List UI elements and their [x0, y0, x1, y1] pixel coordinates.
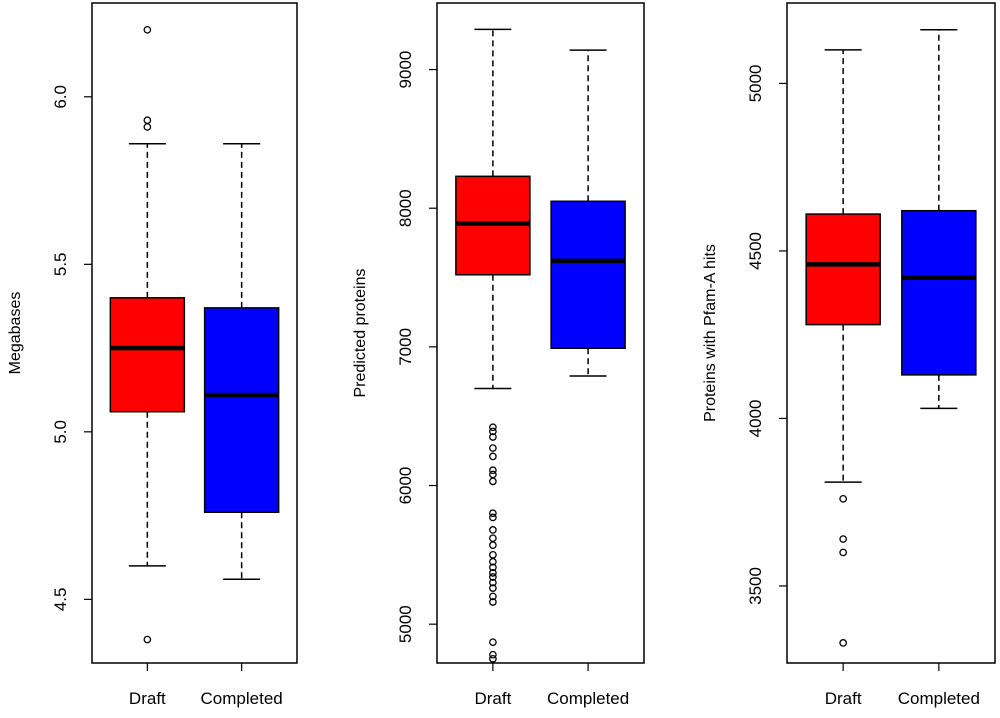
- panel-1-draft-x-tick-label: Draft: [129, 689, 166, 708]
- panel-2-y-tick-label: 5000: [396, 605, 415, 643]
- panel-2-draft-outlier-point: [489, 444, 497, 452]
- panel-2-draft-outlier-point: [489, 534, 497, 543]
- panel-2-draft-outlier-point: [489, 433, 497, 441]
- panel-3-draft-outlier-point: [839, 535, 848, 543]
- panel-3-completed-x-tick-label: Completed: [898, 689, 980, 708]
- panel-2-draft-outlier-point: [489, 638, 497, 647]
- panel-3-draft-outlier-point: [839, 494, 848, 503]
- panel-2-draft-outlier-point: [489, 598, 497, 606]
- panel-2-draft-outlier-point: [489, 578, 497, 587]
- panel-3-plot-frame: [786, 2, 996, 664]
- panel-2-completed-x-tick-label: Completed: [547, 689, 629, 708]
- panel-2-draft-outlier-point: [489, 654, 497, 663]
- panel-2-draft-outlier-point: [489, 592, 497, 601]
- panel-3-y-tick-label: 4000: [746, 400, 765, 438]
- panel-3-draft-box: [805, 213, 881, 326]
- panel-2-draft-outlier-point: [489, 584, 497, 592]
- panel-2-y-tick-label: 7000: [396, 328, 415, 366]
- panel-2-draft-outlier-point: [489, 452, 497, 461]
- panel-1-y-tick-label: 4.5: [51, 588, 70, 612]
- panel-2-draft-outlier-point: [489, 563, 497, 572]
- panel-2-draft-outlier-point: [489, 509, 497, 518]
- panel-1-y-axis-label: Megabases: [7, 292, 24, 375]
- panel-2-draft-outlier-point: [489, 477, 497, 486]
- panel-2-draft-outlier-point: [489, 569, 497, 577]
- panel-2-plot-frame: [436, 2, 645, 664]
- panel-1-draft-box: [109, 297, 186, 413]
- panel-2-completed-box: [550, 200, 626, 350]
- panel-3-y-tick-label: 5000: [746, 64, 765, 102]
- panel-2-y-tick-label: 8000: [396, 189, 415, 227]
- panel-1-y-tick-label: 5.0: [51, 420, 70, 444]
- panel-2-draft-outlier-point: [489, 466, 497, 475]
- panel-2-draft-x-tick-label: Draft: [474, 689, 511, 708]
- panel-1-draft-outlier-point: [143, 635, 152, 644]
- panel-3-draft-x-tick-label: Draft: [825, 689, 862, 708]
- panel-2-y-tick-label: 9000: [396, 51, 415, 89]
- panel-1-completed-x-tick-label: Completed: [201, 689, 283, 708]
- panel-1-draft-outlier-point: [143, 25, 152, 34]
- panel-3-y-tick-label: 4500: [746, 232, 765, 270]
- panel-1-completed-box: [203, 307, 280, 513]
- panel-2-draft-outlier-point: [489, 427, 497, 436]
- panel-2-draft-outlier-point: [489, 573, 497, 581]
- panel-2-draft-outlier-point: [489, 650, 497, 659]
- panel-2-draft-outlier-point: [489, 513, 497, 522]
- panel-3-draft-outlier-point: [839, 639, 848, 647]
- panel-1-draft-outlier-point: [143, 123, 152, 131]
- panel-2-draft-outlier-point: [489, 470, 497, 479]
- panel-3-y-tick-label: 3500: [746, 567, 765, 605]
- panel-2-draft-outlier-point: [489, 550, 497, 559]
- panel-1-y-tick-label: 6.0: [51, 85, 70, 109]
- panel-3-draft-outlier-point: [839, 548, 848, 557]
- panel-1-y-tick-label: 5.5: [51, 252, 70, 276]
- panel-1-plot-frame: [91, 2, 298, 664]
- panel-2-y-tick-label: 6000: [396, 467, 415, 505]
- panel-2-draft-outlier-point: [489, 423, 497, 432]
- panel-2-y-axis-label: Predicted proteins: [352, 269, 369, 398]
- panel-2-draft-outlier-point: [489, 526, 497, 534]
- panel-3-y-axis-label: Proteins with Pfam-A hits: [702, 244, 719, 422]
- panel-2-draft-outlier-point: [489, 541, 497, 549]
- panel-3-completed-box: [901, 209, 977, 376]
- panel-1-draft-outlier-point: [143, 116, 152, 125]
